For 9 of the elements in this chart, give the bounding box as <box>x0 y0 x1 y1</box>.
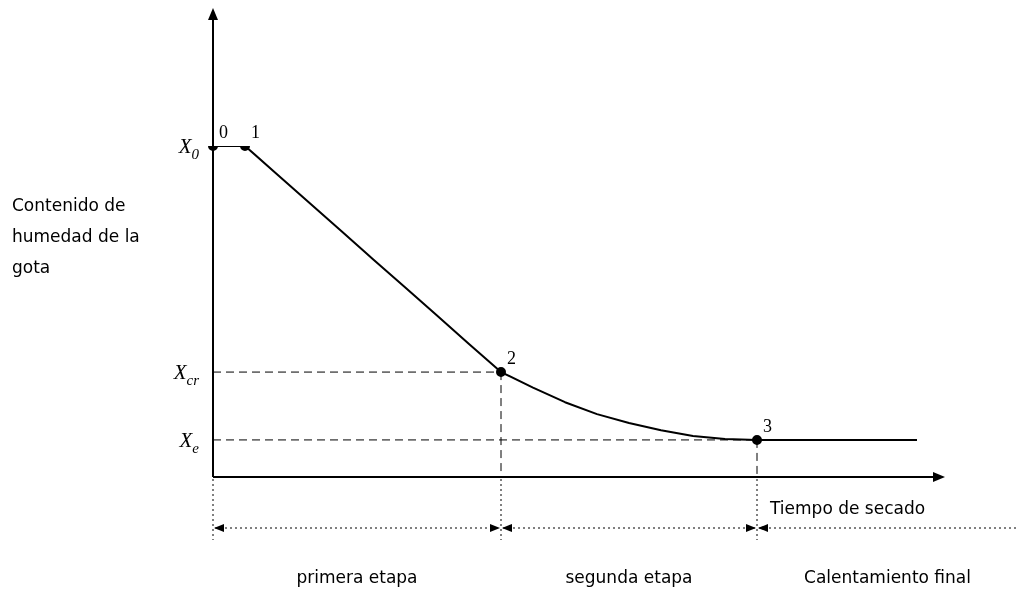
text: 0 <box>219 122 228 142</box>
annotation: 2 <box>507 348 516 369</box>
text: 1 <box>251 122 260 142</box>
x-axis-title: Tiempo de secado <box>769 498 926 518</box>
text: primera etapa <box>296 567 418 587</box>
annotation: 3 <box>763 415 772 436</box>
text: Calentamiento final <box>804 567 971 587</box>
y-axis-title: Contenido de humedad de la gota <box>12 195 140 277</box>
text: segunda etapa <box>565 567 693 587</box>
